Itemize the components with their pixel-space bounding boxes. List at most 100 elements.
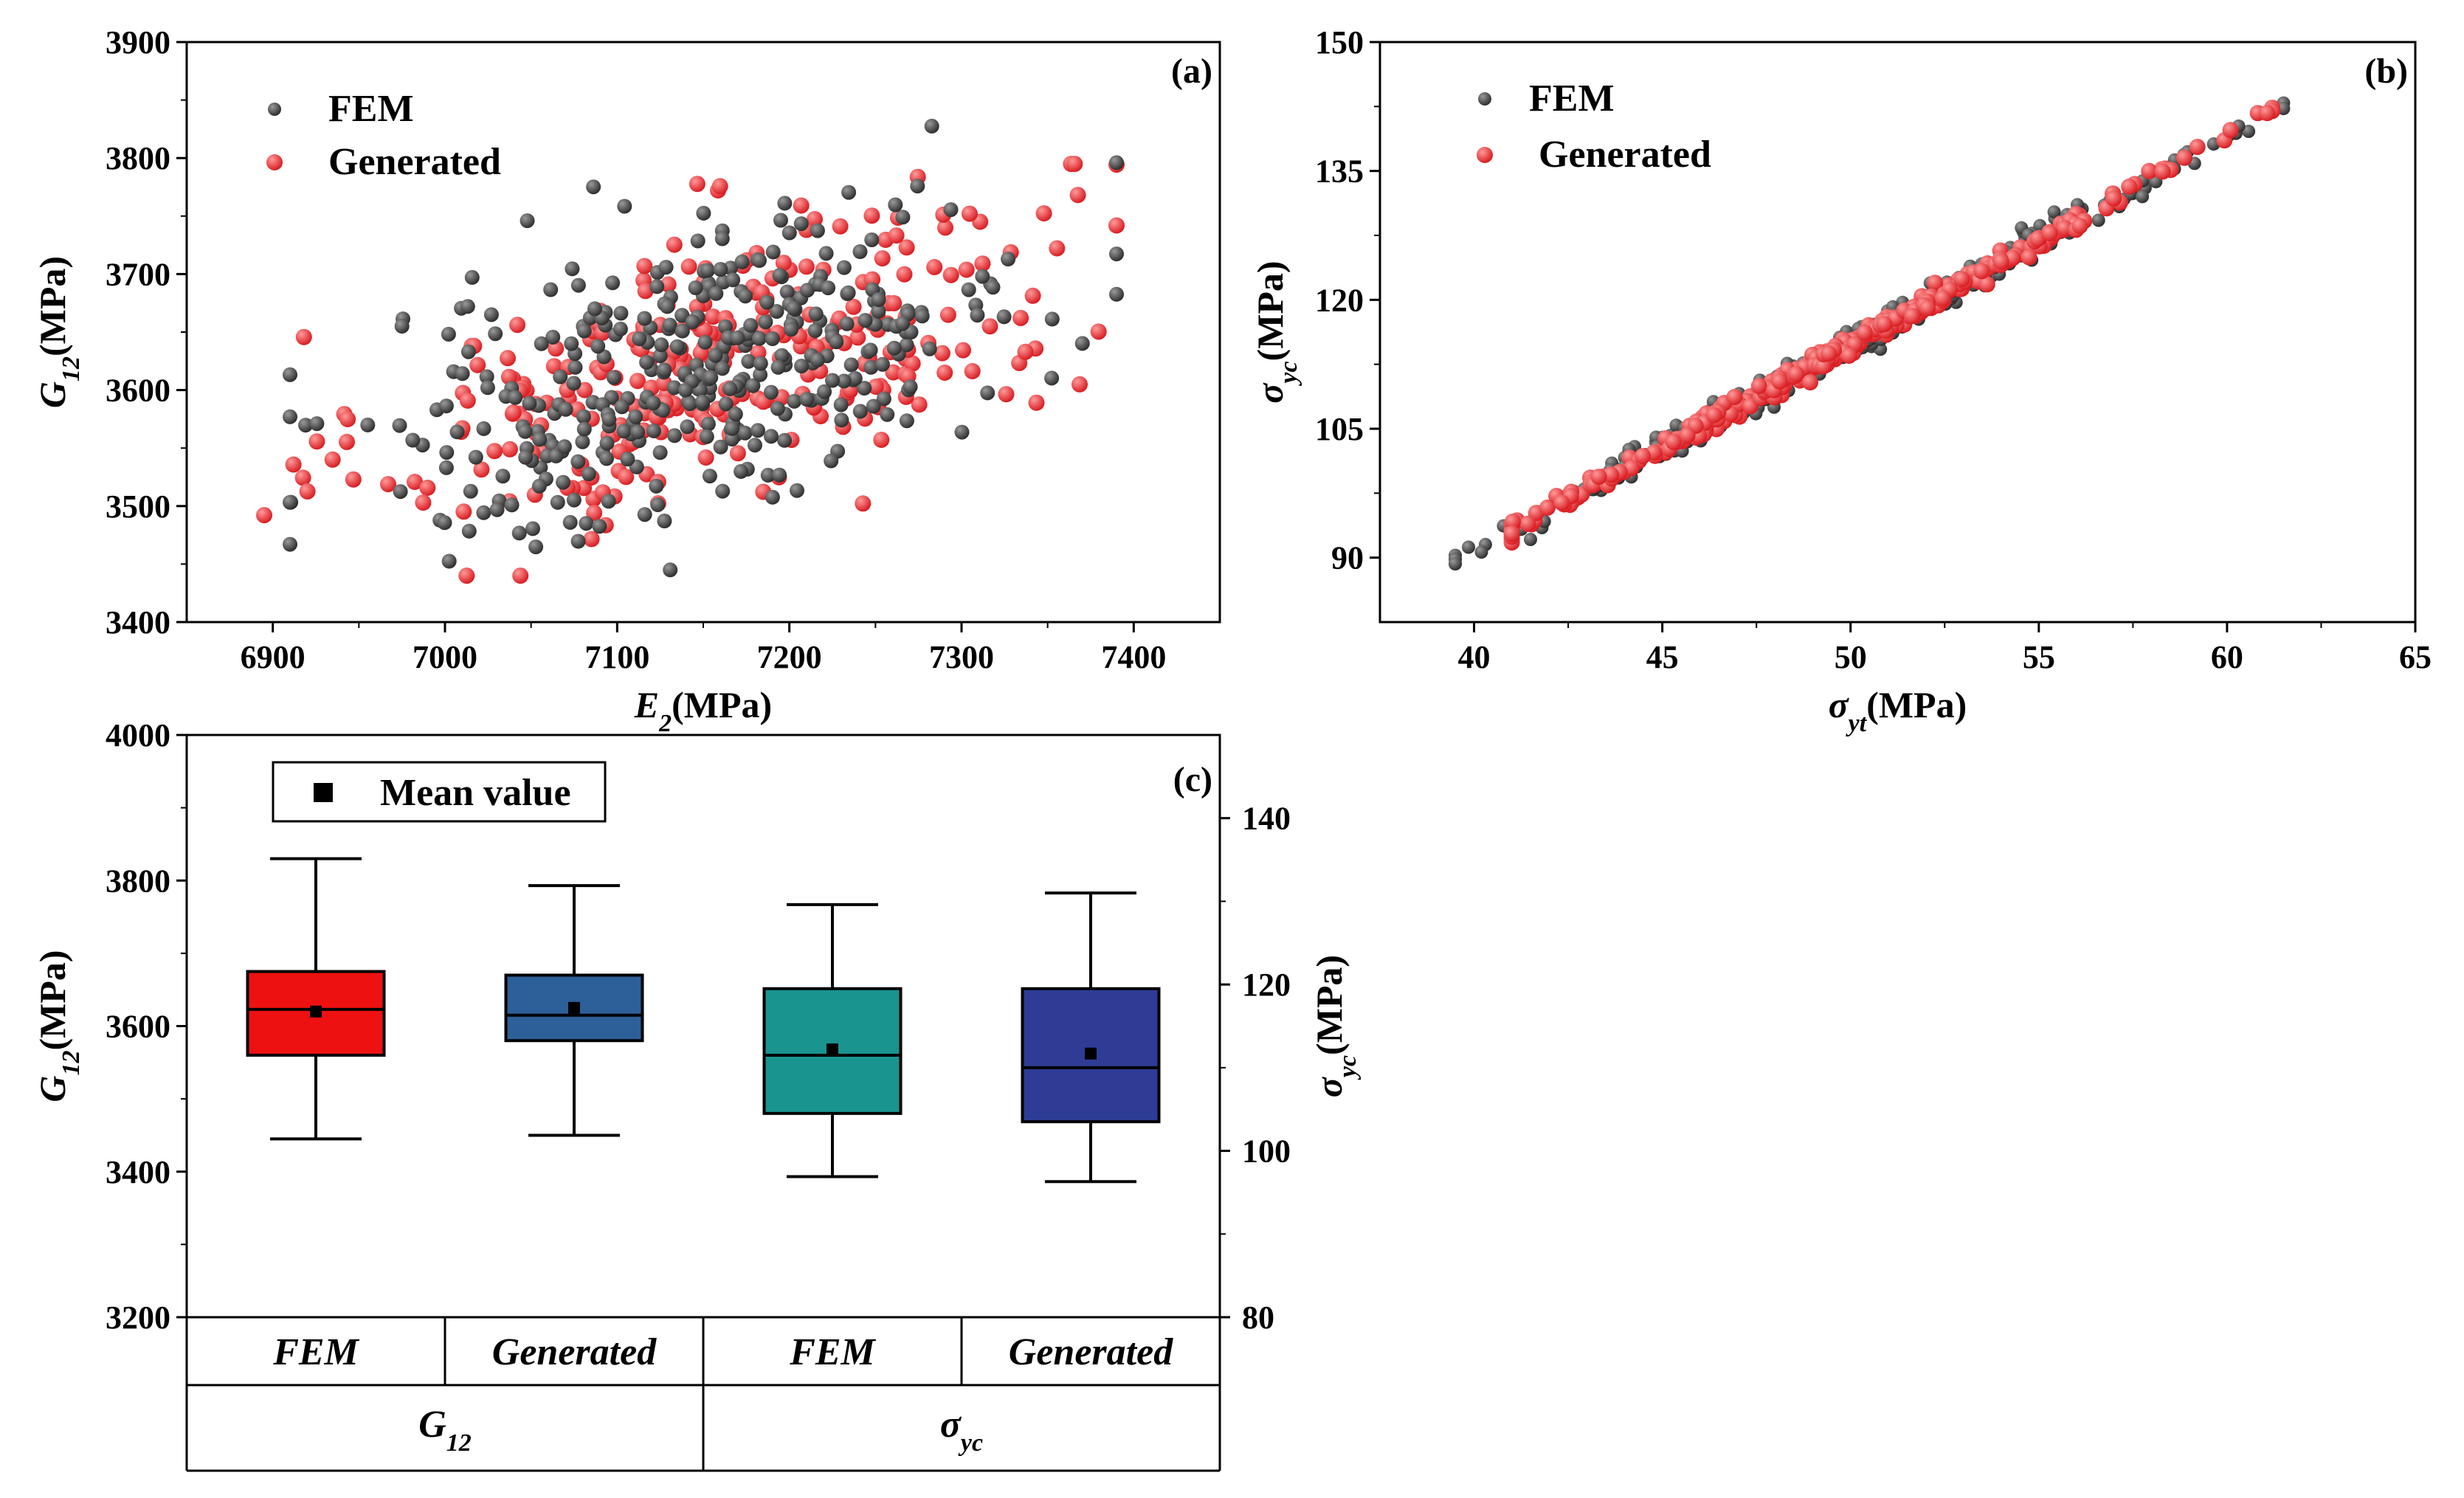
panel-b-point-fem xyxy=(1474,545,1488,559)
panel-a-point-generated xyxy=(1108,217,1125,234)
panel-a-point-fem xyxy=(680,419,695,435)
panel-a-y-axis-label-subscript: 12 xyxy=(58,356,85,382)
panel-a-x-tick-label: 6900 xyxy=(241,639,306,675)
panel-a-point-fem xyxy=(1109,286,1124,302)
panel-a-points xyxy=(256,118,1125,584)
panel-b-point-generated xyxy=(2020,249,2037,266)
panel-a-point-fem xyxy=(682,396,697,412)
panel-a-point-fem xyxy=(833,397,849,413)
panel-a-point-fem xyxy=(283,367,297,382)
panel-a-point-generated xyxy=(689,176,705,193)
panel-a-point-generated xyxy=(548,340,565,357)
panel-c-box-mean-marker xyxy=(310,1005,322,1018)
panel-a-point-generated xyxy=(345,471,362,488)
panel-a-x-tick-label: 7300 xyxy=(929,639,994,675)
panel-b-point-generated xyxy=(1635,448,1651,465)
panel-a-point-fem xyxy=(586,179,601,195)
panel-b-point-generated xyxy=(2121,179,2138,195)
panel-a-point-fem xyxy=(669,339,685,354)
panel-a-point-fem xyxy=(880,407,895,422)
panel-a-point-generated xyxy=(509,317,526,334)
panel-a-point-generated xyxy=(458,567,475,584)
panel-a-point-fem xyxy=(508,390,523,405)
panel-a-point-fem xyxy=(852,404,868,419)
panel-a-point-generated xyxy=(896,266,913,283)
panel-a-point-fem xyxy=(769,304,784,319)
panel-a-point-fem xyxy=(713,439,728,455)
panel-c-right-axis-label: σyc(MPa) xyxy=(1308,955,1362,1097)
panel-a-point-fem xyxy=(765,489,780,505)
panel-a-point-fem xyxy=(895,210,911,225)
panel-a-point-fem xyxy=(818,246,834,261)
panel-a-legend-label-fem: FEM xyxy=(328,88,414,130)
panel-a-point-fem xyxy=(863,342,878,358)
panel-b-y-axis-label-group: σyc(MPa) xyxy=(1249,260,1302,403)
panel-a-point-fem xyxy=(650,497,666,512)
panel-c-left-tick-label: 3400 xyxy=(106,1154,170,1190)
panel-a-point-fem xyxy=(479,369,494,384)
panel-a-legend-marker-generated xyxy=(266,154,283,170)
panel-a-point-generated xyxy=(775,255,792,272)
panel-a-point-fem xyxy=(722,381,738,396)
panel-a-point-fem xyxy=(970,308,985,323)
panel-a-point-generated xyxy=(380,476,396,493)
panel-a-point-fem xyxy=(570,277,586,293)
panel-a-point-fem xyxy=(697,334,713,350)
panel-a-point-generated xyxy=(1069,187,1086,204)
panel-c-left-tick-label: 4000 xyxy=(106,717,170,753)
panel-a-point-generated xyxy=(926,259,943,275)
panel-a-point-fem xyxy=(528,539,544,555)
panel-a-point-fem xyxy=(770,359,786,375)
panel-a-point-generated xyxy=(618,469,635,486)
panel-a-point-fem xyxy=(980,385,995,401)
panel-a-point-fem xyxy=(495,469,511,484)
panel-a-point-fem xyxy=(309,416,325,432)
panel-a-point-fem xyxy=(748,438,762,453)
panel-b-point-fem xyxy=(2136,190,2150,204)
panel-a-point-generated xyxy=(873,432,890,448)
panel-a-point-generated xyxy=(849,329,866,346)
panel-b-legend-marker-generated xyxy=(1477,147,1493,163)
panel-a-point-fem xyxy=(576,421,592,437)
panel-b-point-generated xyxy=(1504,513,1521,530)
panel-a-point-fem xyxy=(753,367,768,382)
panel-a-y-axis-label: G12(MPa) xyxy=(32,256,85,408)
panel-a-point-fem xyxy=(667,428,683,443)
panel-a-point-fem xyxy=(922,341,937,356)
panel-a-point-fem xyxy=(1109,246,1124,262)
panel-a-point-fem xyxy=(587,301,602,317)
panel-a-point-generated xyxy=(1017,343,1034,360)
panel-a-y-tick-label: 3500 xyxy=(106,489,170,525)
panel-a-point-fem xyxy=(438,460,454,475)
panel-a-point-fem xyxy=(821,280,836,296)
panel-a-point-fem xyxy=(871,303,886,319)
panel-b-point-fem xyxy=(1462,540,1475,554)
panel-a-point-fem xyxy=(713,262,728,277)
panel-b-point-generated xyxy=(1978,276,1995,293)
panel-c-legend-marker-mean xyxy=(314,783,333,802)
panel-c-right-tick-label: 80 xyxy=(1242,1299,1274,1336)
panel-a-x-tick-label: 7400 xyxy=(1101,639,1166,675)
panel-a-point-fem xyxy=(703,370,719,385)
panel-b-point-generated xyxy=(1726,389,1743,405)
panel-a-point-fem xyxy=(601,494,616,509)
panel-a: 6900 7000 7100 7200 7300 7400 3400 3500 3600 3700… xyxy=(32,24,1221,737)
panel-a-point-fem xyxy=(718,396,734,412)
panel-a-point-fem xyxy=(781,225,797,241)
panel-b-points xyxy=(1449,96,2291,571)
panel-a-point-fem xyxy=(612,321,628,336)
panel-a-point-fem xyxy=(464,269,480,285)
panel-a-point-fem xyxy=(392,418,407,433)
panel-a-point-fem xyxy=(825,373,840,388)
panel-a-point-fem xyxy=(794,359,810,373)
panel-b-tag: (b) xyxy=(2364,52,2408,91)
panel-a-point-fem xyxy=(662,317,677,333)
panel-a-point-generated xyxy=(1024,287,1041,304)
panel-a-point-fem xyxy=(449,424,465,440)
panel-a-point-generated xyxy=(832,218,849,235)
panel-a-y-axis-label-group: G12(MPa) xyxy=(32,256,85,408)
panel-a-point-fem xyxy=(702,469,717,484)
panel-b-legend-label-fem: FEM xyxy=(1529,77,1615,120)
panel-b-legend: FEM Generated xyxy=(1477,77,1711,176)
panel-c-group-label-subscript: 12 xyxy=(446,1429,472,1457)
